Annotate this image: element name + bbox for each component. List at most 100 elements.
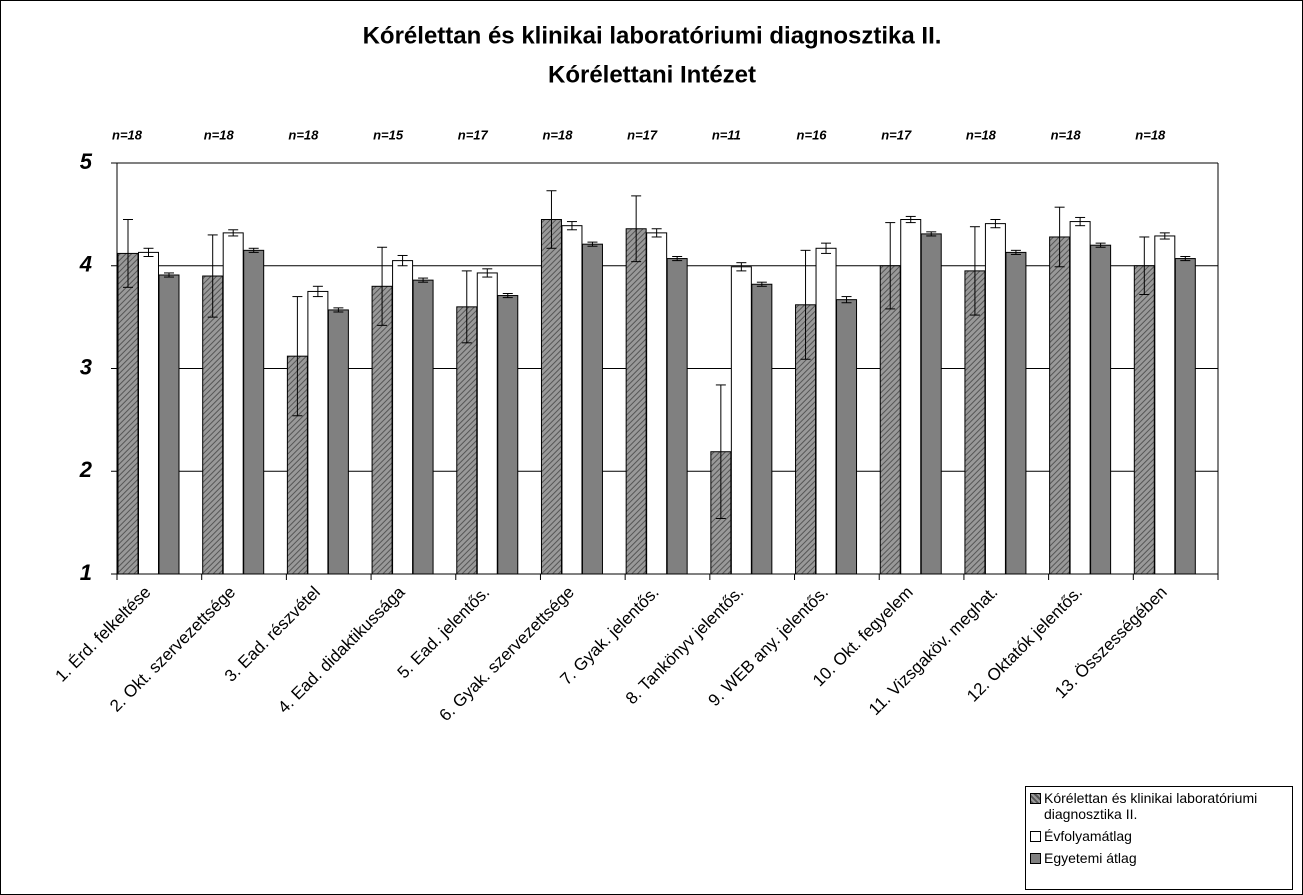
bar <box>581 243 603 575</box>
error-bar <box>312 285 323 298</box>
bar <box>1049 236 1071 575</box>
error-bar <box>123 219 133 288</box>
error-bar <box>885 222 896 310</box>
annotation: n=18 <box>204 127 235 142</box>
bar <box>666 258 688 575</box>
error-bar <box>292 296 303 417</box>
bar <box>243 249 265 575</box>
error-bar <box>969 226 980 316</box>
annotation: n=18 <box>966 127 997 142</box>
legend-item: Évfolyamátlag <box>1030 828 1288 844</box>
bar <box>900 219 922 575</box>
error-bar <box>672 256 683 262</box>
y-tick-label: 1 <box>80 560 92 585</box>
annotation: n=18 <box>1135 127 1166 142</box>
error-bar <box>1139 236 1150 296</box>
annotation: n=11 <box>712 127 741 142</box>
error-bar <box>207 234 218 318</box>
y-tick-label: 5 <box>80 149 93 174</box>
bar <box>984 223 1006 575</box>
error-bar <box>502 292 513 299</box>
error-bar <box>482 268 493 278</box>
error-bar <box>143 247 154 258</box>
bar <box>158 274 180 575</box>
bar <box>964 270 986 575</box>
chart-title: Kórélettan és klinikai laboratóriumi dia… <box>363 22 942 49</box>
annotation: n=16 <box>797 127 828 142</box>
error-bar <box>800 249 811 360</box>
error-bar <box>756 281 767 287</box>
error-bar <box>651 228 662 238</box>
legend-item: Kórélettan és klinikai laboratóriumi dia… <box>1030 790 1288 822</box>
error-bar <box>418 277 429 283</box>
bar <box>836 299 858 575</box>
y-tick-label: 2 <box>79 457 93 482</box>
bar <box>497 295 519 575</box>
legend-label: Kórélettan és klinikai laboratóriumi dia… <box>1044 790 1258 822</box>
error-bar <box>990 219 1001 229</box>
legend-item: Egyetemi átlag <box>1030 850 1288 866</box>
bar <box>307 290 329 575</box>
error-bar <box>1075 216 1086 227</box>
chart-subtitle: Kórélettani Intézet <box>548 61 756 88</box>
bar <box>730 266 752 575</box>
error-bar <box>228 229 239 237</box>
error-bar <box>461 270 472 344</box>
error-bar <box>1010 249 1021 255</box>
bar <box>540 219 562 575</box>
y-tick-label: 3 <box>80 354 92 379</box>
legend-swatch <box>1030 853 1041 864</box>
error-bar <box>377 246 388 326</box>
error-bar <box>631 195 642 263</box>
bar <box>476 272 498 575</box>
error-bar <box>715 384 726 520</box>
annotation: n=18 <box>542 127 573 142</box>
error-bar <box>1054 206 1065 268</box>
bar <box>646 232 668 575</box>
error-bar <box>566 221 577 231</box>
error-bar <box>821 242 832 254</box>
bar <box>392 260 414 575</box>
bar <box>815 247 837 575</box>
error-bar <box>841 296 852 304</box>
annotation: n=18 <box>288 127 319 142</box>
error-bar <box>587 241 598 247</box>
legend-swatch <box>1030 793 1041 804</box>
error-bar <box>736 262 747 272</box>
bar <box>625 228 647 575</box>
error-bar <box>164 272 174 278</box>
error-bar <box>333 307 344 313</box>
bar <box>1174 258 1196 575</box>
bar <box>371 285 393 575</box>
error-bar <box>397 254 408 267</box>
legend: Kórélettan és klinikai laboratóriumi dia… <box>1025 786 1293 890</box>
error-bar <box>1095 242 1106 248</box>
bar <box>751 283 773 575</box>
error-bar <box>905 215 916 224</box>
annotation: n=17 <box>458 127 489 142</box>
error-bar <box>546 190 557 249</box>
bar <box>1133 265 1155 575</box>
bar <box>412 279 434 575</box>
bar <box>327 309 349 575</box>
legend-swatch <box>1030 831 1041 842</box>
bar <box>138 251 159 575</box>
error-bar <box>248 247 259 253</box>
bar <box>1005 251 1027 575</box>
annotation: n=18 <box>1051 127 1082 142</box>
bar <box>561 225 583 575</box>
bar <box>920 233 942 575</box>
error-bar <box>926 231 937 237</box>
legend-label: Egyetemi átlag <box>1044 850 1137 866</box>
annotation: n=15 <box>373 127 404 142</box>
bar <box>1090 244 1112 575</box>
annotation: n=17 <box>881 127 912 142</box>
error-bar <box>1180 256 1191 262</box>
bar <box>1069 221 1091 575</box>
bar <box>1154 235 1176 575</box>
bar <box>879 265 901 575</box>
annotation: n=18 <box>112 127 143 142</box>
error-bar <box>1159 232 1170 240</box>
